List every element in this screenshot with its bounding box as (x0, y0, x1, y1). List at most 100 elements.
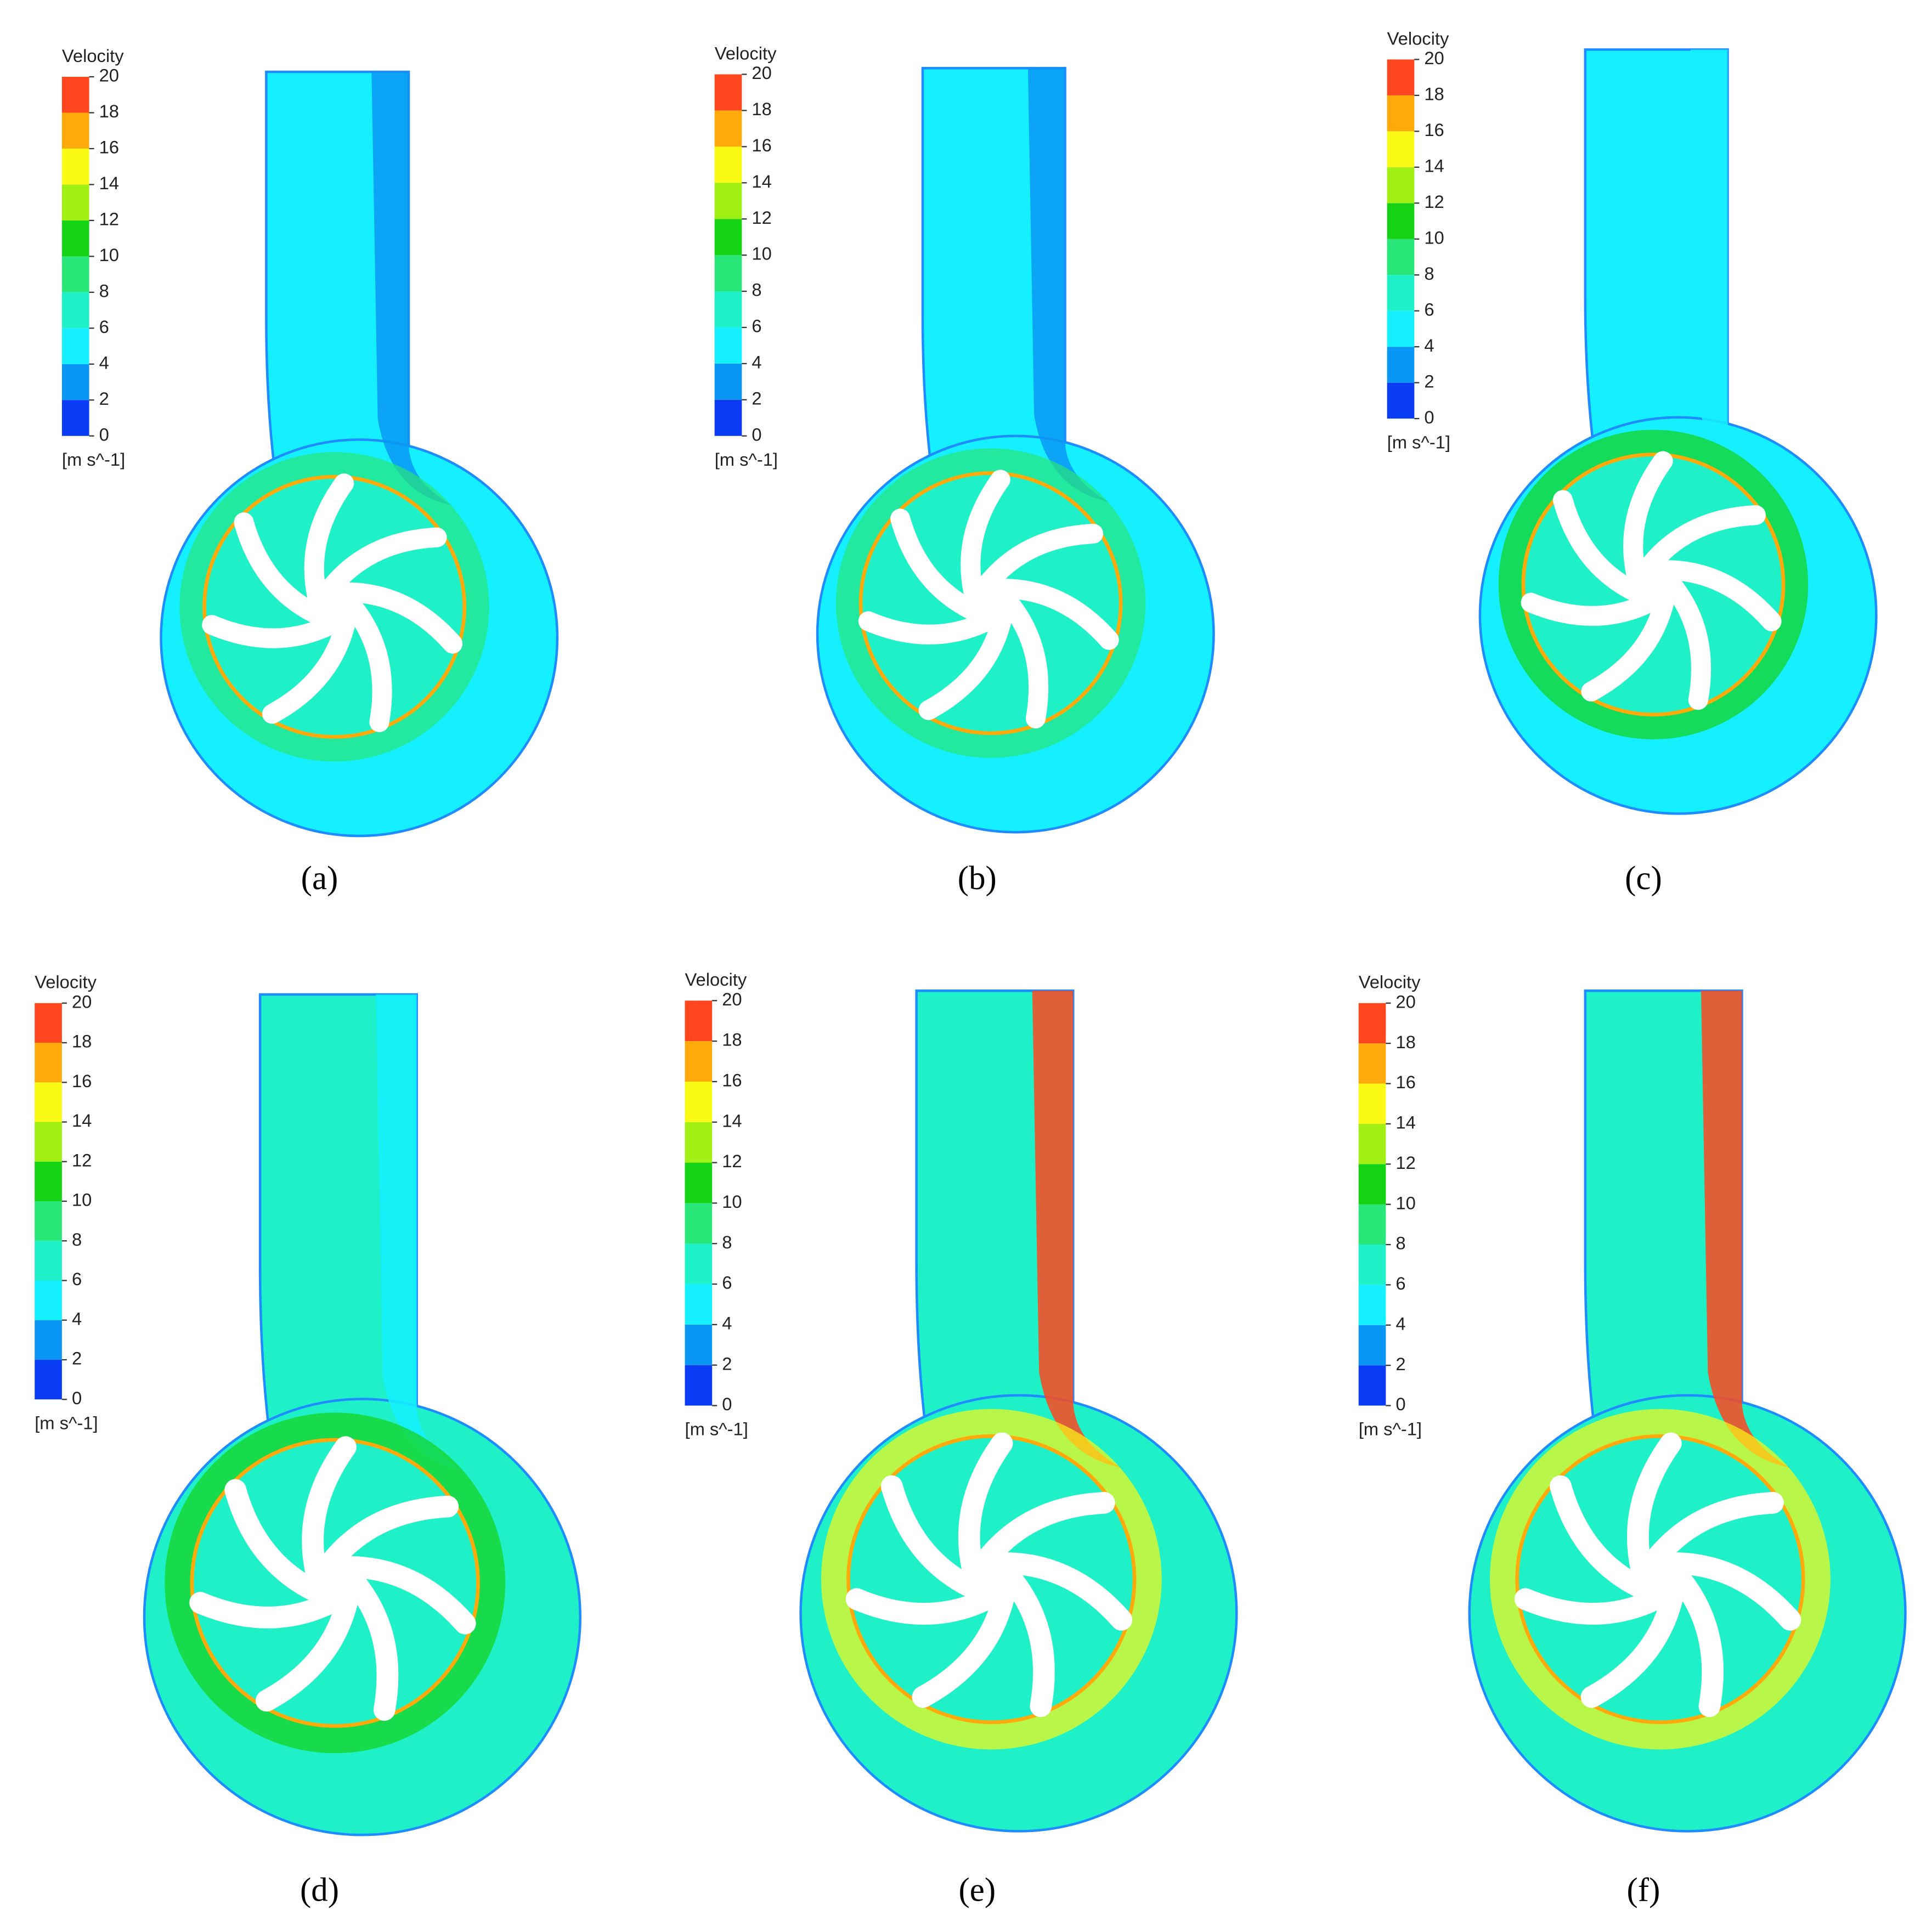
colorbar-band (61, 364, 89, 400)
panel: Velocity 0 2 4 6 8 10 12 14 16 18 20 [m s^-1] (f) (1358, 972, 1907, 1909)
panel-label: (b) (958, 860, 997, 897)
blade-passage (319, 1495, 459, 1574)
colorbar-band (1358, 1245, 1386, 1285)
colorbar-band (1387, 131, 1415, 167)
colorbar-band (1358, 1123, 1386, 1164)
colorbar-band (35, 1241, 62, 1281)
tick-label: 14 (1424, 155, 1444, 176)
hub (312, 584, 357, 629)
panel: Velocity 0 2 4 6 8 10 12 14 16 18 20 [m s^-1] (d) (35, 972, 581, 1909)
outlet (258, 993, 479, 1466)
colorbar-units: [m s^-1] (62, 449, 125, 470)
blade-passage (1552, 490, 1647, 603)
colorbar-band (1358, 1083, 1386, 1124)
colorbar-title: Velocity (1359, 972, 1421, 992)
tick-label: 6 (752, 316, 761, 336)
colorbar-band (1358, 1204, 1386, 1245)
blade-passage (1514, 1588, 1667, 1625)
panel: Velocity 0 2 4 6 8 10 12 14 16 18 20 [m s^-1] (c) (1387, 28, 1878, 897)
colorbar-band (714, 399, 742, 436)
tick-label: 0 (1424, 407, 1434, 427)
colorbar-title: Velocity (62, 46, 124, 66)
colorbar-band (61, 77, 89, 113)
hub (1635, 1554, 1685, 1604)
blade-passage (890, 508, 984, 621)
colorbar-units: [m s^-1] (685, 1419, 748, 1439)
colorbar-band (1387, 347, 1415, 383)
blade-passage (262, 611, 356, 724)
colorbar-band (35, 1082, 62, 1122)
tick-label: 18 (722, 1030, 742, 1050)
tick-label: 4 (1396, 1313, 1405, 1333)
tick-label: 16 (99, 137, 119, 157)
blade-passage (1645, 1491, 1784, 1570)
blade-passage (912, 1584, 1015, 1708)
blade-passage (336, 582, 463, 654)
tick-label: 0 (99, 424, 109, 444)
tick-label: 4 (99, 352, 109, 372)
colorbar-band (685, 1122, 713, 1163)
colorbar-band (35, 1043, 62, 1083)
tick-label: 0 (752, 424, 761, 444)
colorbar-band (714, 291, 742, 327)
tick-label: 14 (1396, 1112, 1415, 1133)
pump-contour (816, 66, 1215, 834)
colorbar-title: Velocity (685, 969, 747, 990)
colorbar-band (1387, 167, 1415, 203)
colorbar-band (714, 255, 742, 292)
blade-passage (1001, 1568, 1055, 1717)
colorbar-band (35, 1359, 62, 1400)
tick-label: 16 (752, 135, 771, 155)
outlet-jet (1690, 49, 1771, 483)
hub (310, 1558, 360, 1608)
panel-label: (a) (301, 860, 338, 897)
tick-label: 14 (99, 173, 119, 193)
tick-label: 2 (72, 1348, 82, 1369)
colorbar-band (685, 1000, 713, 1042)
panel: Velocity 0 2 4 6 8 10 12 14 16 18 20 [m s^-1] (e) (685, 969, 1238, 1909)
tick-label: 0 (72, 1388, 82, 1408)
tick-label: 20 (1396, 991, 1415, 1011)
colorbar-band (1387, 310, 1415, 347)
tick-label: 12 (722, 1151, 742, 1171)
colorbar-band (714, 327, 742, 364)
tick-label: 12 (752, 207, 771, 228)
colorbar-band (714, 363, 742, 400)
tick-label: 0 (1396, 1394, 1405, 1414)
tick-label: 20 (99, 65, 119, 86)
tick-label: 16 (722, 1070, 742, 1090)
tick-label: 18 (72, 1031, 92, 1052)
tick-label: 4 (72, 1308, 82, 1329)
tick-label: 18 (99, 101, 119, 121)
blade-passage (858, 611, 997, 645)
tick-label: 6 (99, 316, 109, 337)
colorbar-band (1358, 1164, 1386, 1205)
panel-label: (d) (300, 1872, 339, 1909)
colorbar-band (61, 256, 89, 292)
colorbar-band (35, 1320, 62, 1360)
tick-label: 8 (1396, 1233, 1405, 1253)
tick-label: 2 (752, 388, 761, 408)
blade-passage (1627, 1432, 1682, 1581)
blade-passage (1521, 592, 1659, 626)
blade-passage (344, 1571, 399, 1721)
tick-label: 2 (1396, 1354, 1405, 1374)
colorbar-band (35, 1201, 62, 1241)
colorbar-band (35, 1280, 62, 1320)
tick-label: 8 (722, 1232, 732, 1252)
colorbar-units: [m s^-1] (1387, 432, 1450, 452)
outlet-jet (371, 71, 453, 506)
tick-label: 14 (722, 1110, 742, 1130)
pump-contour (1468, 989, 1907, 1833)
tick-label: 20 (1424, 48, 1444, 68)
tick-label: 14 (752, 171, 771, 191)
colorbar-band (685, 1284, 713, 1325)
pump-contour (143, 993, 581, 1836)
blade-passage (1580, 1584, 1684, 1708)
tick-label: 16 (1424, 120, 1444, 140)
pump-contour (799, 989, 1238, 1833)
tick-label: 6 (722, 1273, 732, 1293)
tick-label: 20 (72, 991, 92, 1011)
colorbar-band (714, 74, 742, 111)
